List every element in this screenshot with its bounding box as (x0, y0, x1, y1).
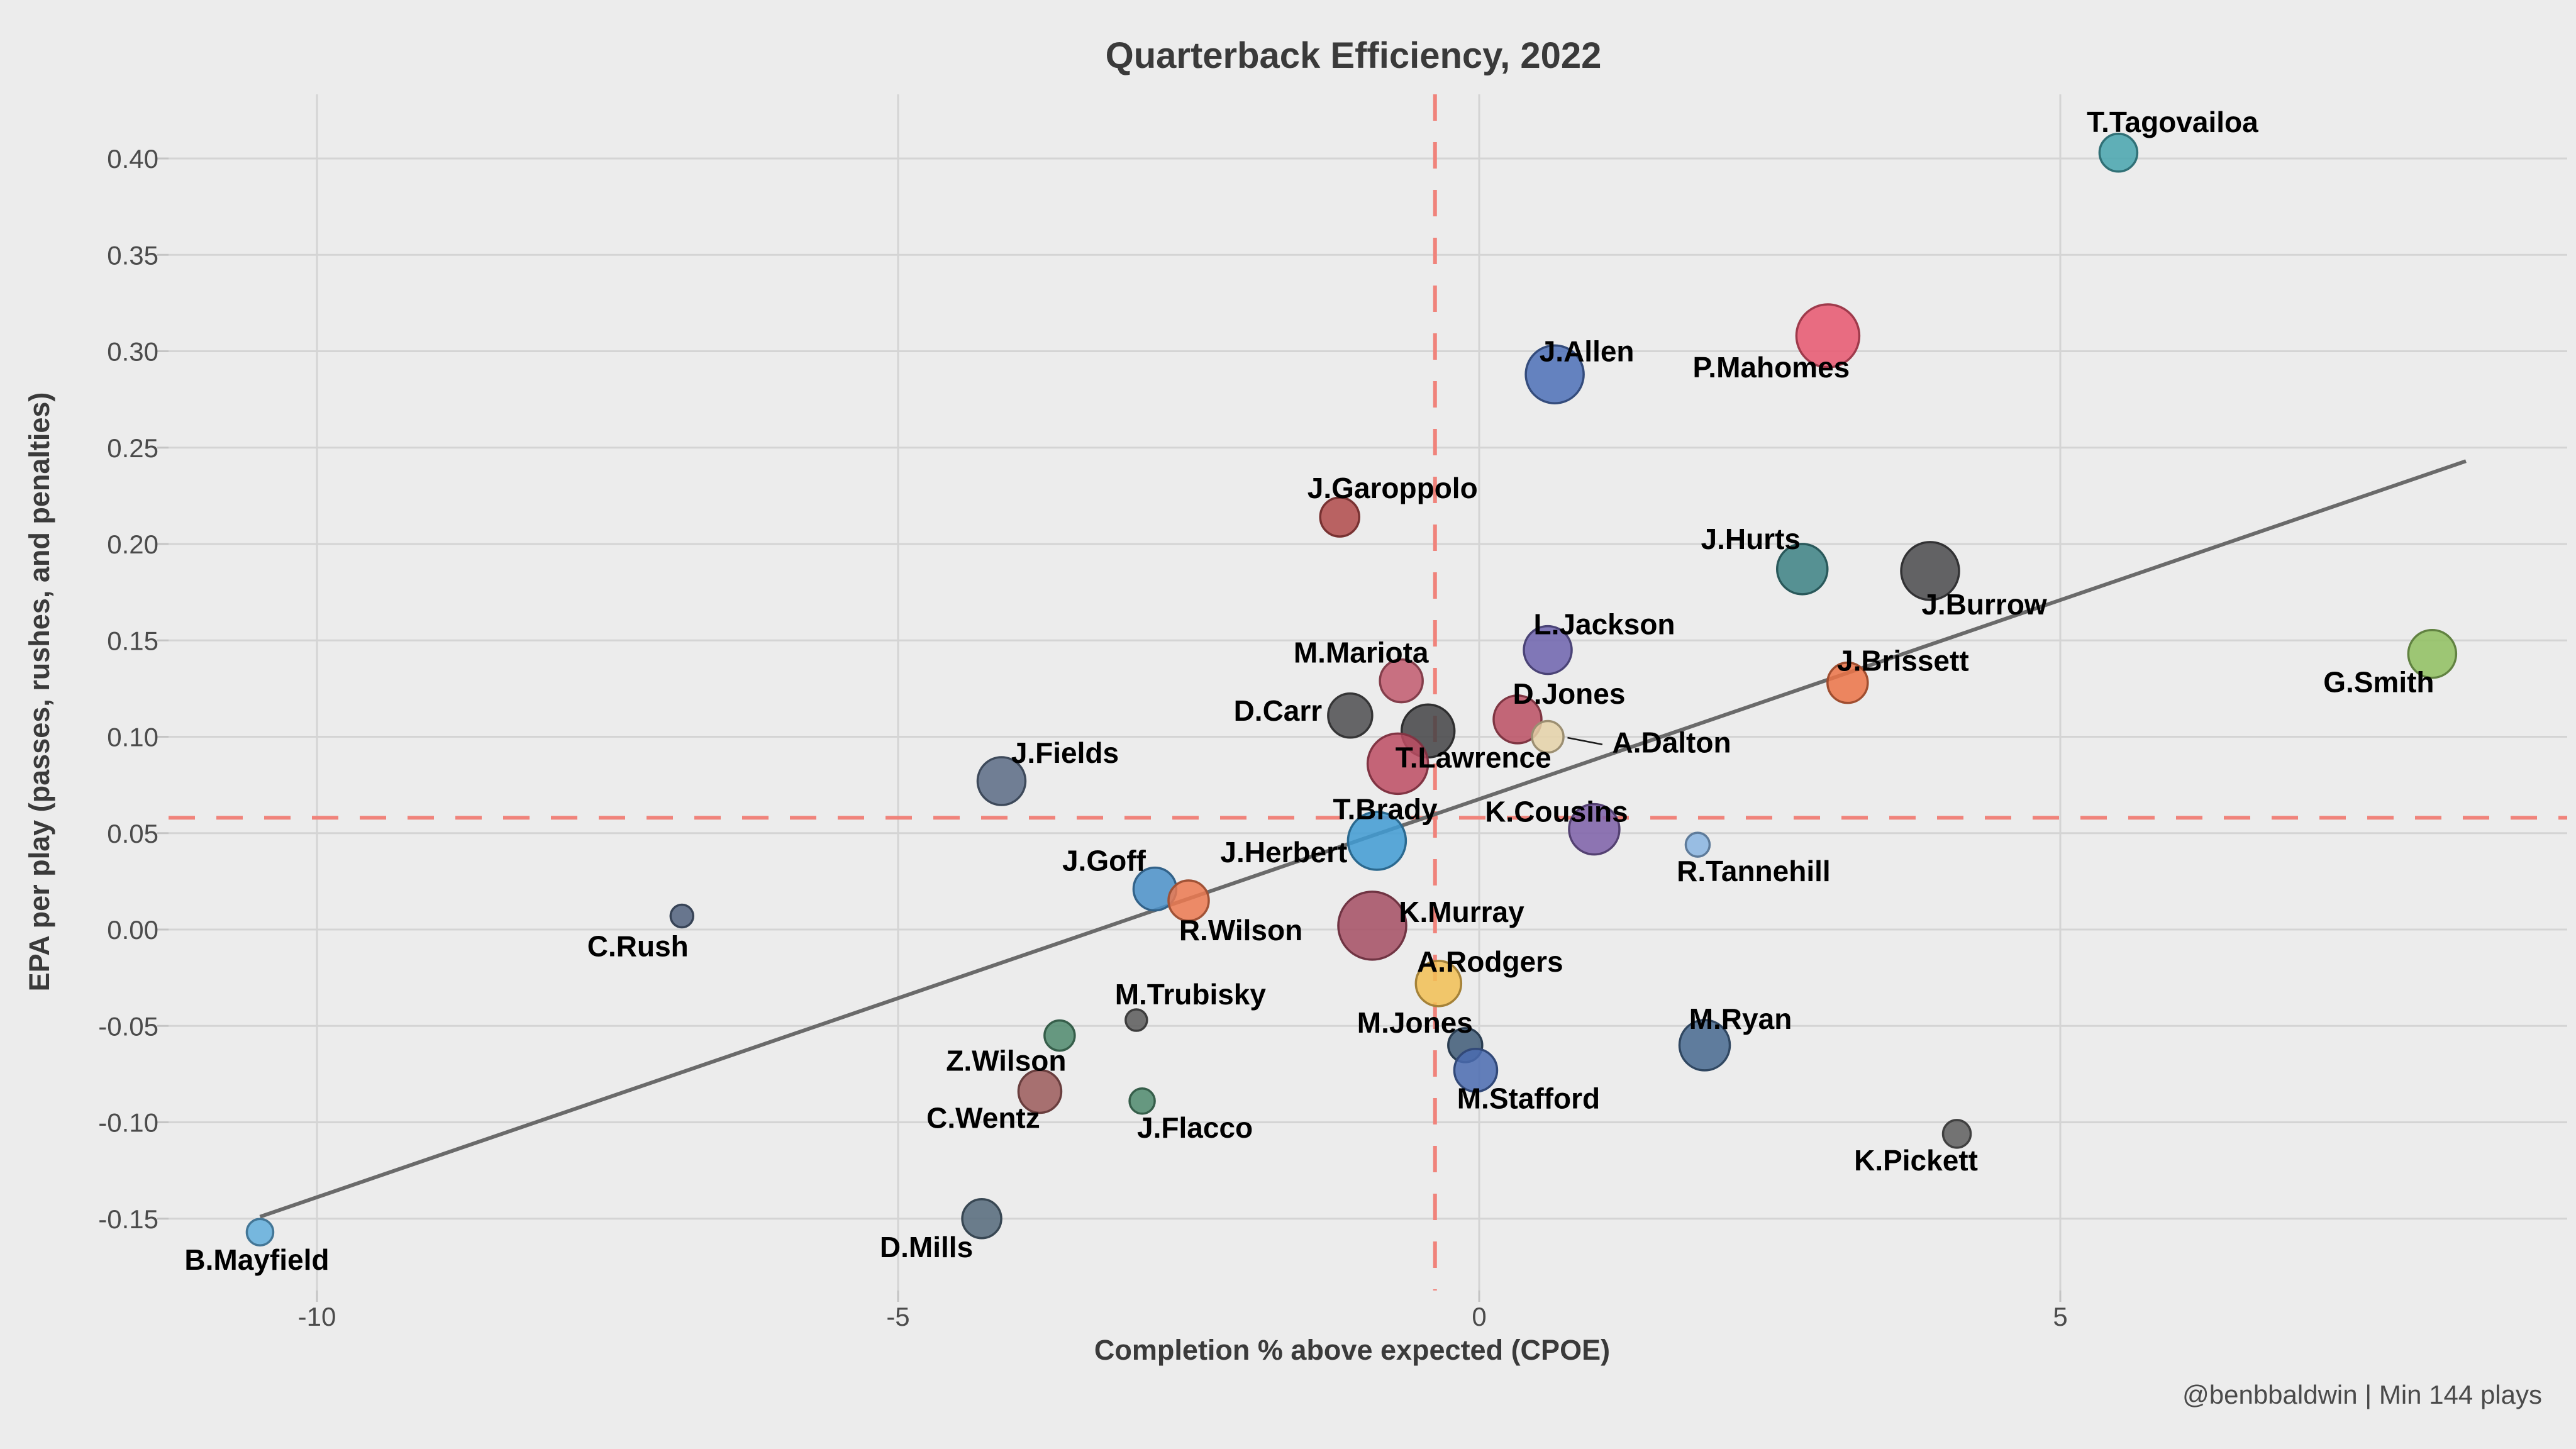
axis-tick-labels: -10 -5 0 5 0.40 0.35 0.30 0.25 0.20 0.15 0.10 0.05 0… (98, 144, 2067, 1331)
player-label-d-jones: D.Jones (1513, 677, 1626, 710)
player-label-a-dalton: A.Dalton (1612, 726, 1731, 759)
player-label-d-mills: D.Mills (880, 1231, 973, 1263)
player-label-j-herbert: J.Herbert (1220, 836, 1347, 869)
player-label-j-brissett: J.Brissett (1837, 645, 1969, 677)
data-point-m-mariota (1379, 658, 1424, 704)
player-label-j-burrow: J.Burrow (1921, 588, 2047, 621)
player-label-c-wentz: C.Wentz (926, 1101, 1040, 1134)
y-tick-label: -0.15 (98, 1204, 158, 1234)
data-point-j-allen (1524, 344, 1585, 405)
player-label-a-rodgers: A.Rodgers (1417, 945, 1563, 978)
data-point-r-wilson (1167, 879, 1210, 922)
player-label-m-jones: M.Jones (1357, 1006, 1473, 1039)
player-label-c-rush: C.Rush (587, 930, 689, 963)
data-point-t-brady (1366, 732, 1430, 796)
data-point-j-brissett (1826, 661, 1869, 704)
player-label-m-stafford: M.Stafford (1457, 1082, 1600, 1115)
player-label-j-hurts: J.Hurts (1701, 523, 1801, 555)
player-label-r-wilson: R.Wilson (1179, 914, 1302, 947)
data-point-j-fields (976, 756, 1027, 806)
data-point-p-mahomes (1795, 303, 1861, 369)
data-point-r-tannehill (1684, 831, 1711, 858)
y-tick-label: 0.10 (107, 723, 158, 752)
data-point-z-wilson (1043, 1019, 1076, 1052)
player-label-j-fields: J.Fields (1011, 736, 1119, 769)
y-tick-label: 0.20 (107, 530, 158, 559)
player-label-j-goff: J.Goff (1062, 845, 1146, 877)
data-point-j-flacco (1128, 1087, 1156, 1115)
player-label-r-tannehill: R.Tannehill (1677, 855, 1831, 887)
caption: @benbbaldwin | Min 144 plays (2182, 1380, 2542, 1409)
player-label-b-mayfield: B.Mayfield (184, 1243, 329, 1276)
data-point-b-mayfield (245, 1218, 275, 1246)
data-point-a-dalton (1531, 719, 1565, 754)
data-point-m-trubisky (1124, 1008, 1148, 1032)
y-tick-label: 0.05 (107, 819, 158, 848)
data-point-j-herbert (1346, 811, 1407, 871)
data-point-k-murray (1337, 891, 1407, 961)
data-point-c-wentz (1017, 1069, 1063, 1114)
data-point-j-hurts (1775, 543, 1829, 596)
player-label-j-garoppolo: J.Garoppolo (1307, 472, 1478, 504)
data-point-l-jackson (1523, 625, 1573, 675)
data-point-c-rush (669, 903, 695, 929)
x-tick-label: -5 (886, 1302, 909, 1331)
y-tick-label: 0.00 (107, 915, 158, 945)
player-label-m-ryan: M.Ryan (1689, 1002, 1792, 1035)
y-tick-label: 0.25 (107, 433, 158, 463)
data-point-a-rodgers (1414, 960, 1463, 1008)
player-label-k-pickett: K.Pickett (1854, 1144, 1978, 1177)
player-label-m-mariota: M.Mariota (1294, 636, 1429, 669)
data-point-m-stafford (1453, 1047, 1499, 1093)
data-point-m-ryan (1678, 1019, 1731, 1072)
data-points (245, 133, 2458, 1246)
y-tick-label: -0.10 (98, 1108, 158, 1138)
player-label-m-trubisky: M.Trubisky (1115, 978, 1267, 1011)
data-point-t-tagovailoa (2098, 133, 2139, 173)
data-point-k-cousins (1568, 802, 1621, 856)
data-point-k-pickett (1941, 1119, 1972, 1149)
data-point-j-garoppolo (1319, 496, 1360, 538)
player-label-t-lawrence: T.Lawrence (1396, 741, 1552, 774)
player-label-k-murray: K.Murray (1399, 896, 1524, 928)
player-label-l-jackson: L.Jackson (1534, 608, 1675, 641)
reference-lines (169, 94, 2567, 1291)
y-tick-label: 0.30 (107, 337, 158, 367)
label-leader-line (1567, 736, 1603, 745)
y-tick-label: 0.15 (107, 626, 158, 655)
player-labels: T.Tagovailoa P.Mahomes J.Allen J.Garoppolo J… (184, 106, 2434, 1276)
player-label-z-wilson: Z.Wilson (946, 1045, 1066, 1077)
player-label-g-smith: G.Smith (2323, 666, 2434, 699)
player-label-t-brady: T.Brady (1333, 792, 1438, 825)
data-point-d-carr (1327, 692, 1374, 739)
y-axis-label: EPA per play (passes, rushes, and penalt… (23, 392, 55, 992)
y-tick-label: 0.40 (107, 144, 158, 174)
chart-title: Quarterback Efficiency, 2022 (1106, 35, 1602, 76)
player-label-d-carr: D.Carr (1234, 694, 1323, 727)
y-tick-label: 0.35 (107, 240, 158, 270)
x-tick-label: -10 (298, 1302, 336, 1331)
player-label-j-allen: J.Allen (1540, 335, 1635, 367)
x-tick-label: 5 (2053, 1302, 2067, 1331)
y-tick-label: -0.05 (98, 1011, 158, 1041)
player-label-p-mahomes: P.Mahomes (1693, 351, 1850, 384)
player-label-t-tagovailoa: T.Tagovailoa (2087, 106, 2258, 138)
data-point-g-smith (2407, 628, 2458, 679)
player-label-k-cousins: K.Cousins (1485, 796, 1628, 828)
player-label-j-flacco: J.Flacco (1137, 1111, 1253, 1144)
dalton-leader-line (1567, 736, 1603, 745)
data-point-d-jones (1492, 694, 1543, 745)
data-point-j-burrow (1900, 541, 1960, 601)
data-point-d-mills (961, 1198, 1002, 1240)
x-axis-label: Completion % above expected (CPOE) (1094, 1334, 1610, 1366)
x-tick-label: 0 (1472, 1302, 1486, 1331)
